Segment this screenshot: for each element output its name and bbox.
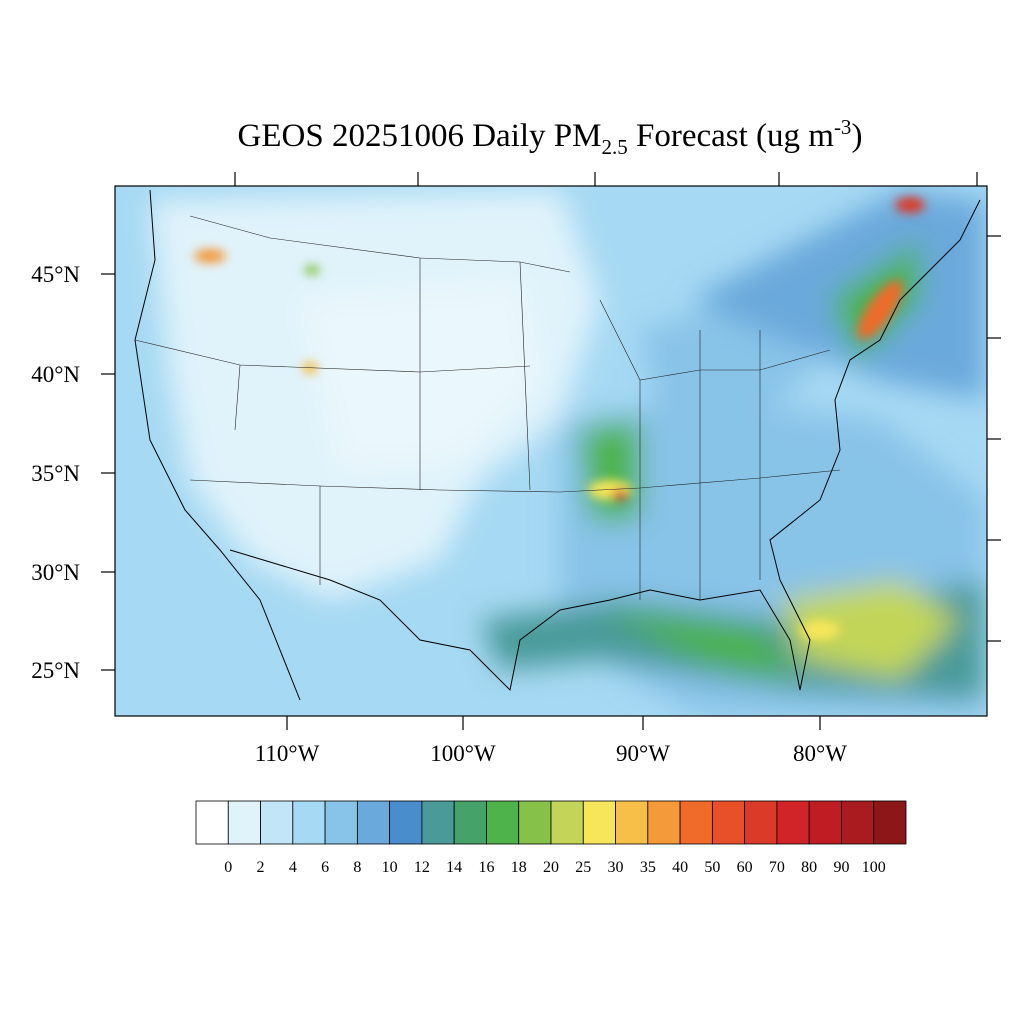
colorbar-box [808,800,842,845]
title-middle: Forecast (ug m [628,118,835,154]
colorbar-label: 25 [575,859,591,876]
colorbar-label: 12 [414,859,430,876]
colorbar-label: 30 [608,859,624,876]
title: GEOS 20251006 Daily PM2.5 Forecast (ug m… [238,115,863,159]
colorbar-label: 16 [478,859,494,876]
title-subscript: 2.5 [601,135,627,159]
colorbar-label: 14 [446,859,462,876]
colorbar-label: 90 [833,859,849,876]
colorbar-label: 70 [769,859,785,876]
lat-label: 45°N [31,262,80,287]
colorbar-box [647,800,681,845]
map [115,186,987,716]
frame-ticks [234,172,1001,642]
colorbar-label: 80 [801,859,817,876]
lon-label: 110°W [255,741,320,766]
colorbar-box [356,800,391,845]
title-main: GEOS 20251006 Daily PM [238,118,602,154]
colorbar-box [486,800,520,845]
colorbar-label: 60 [737,859,753,876]
lat-label: 35°N [31,461,80,486]
lon-label: 100°W [430,741,496,766]
lat-label: 25°N [31,658,80,683]
colorbar: 0 2 4 6 8 10 12 14 16 18 20 25 30 35 40 50 60 70 80 90 100 [195,800,907,876]
colorbar-box [841,800,875,845]
colorbar-label: 8 [353,859,361,876]
lon-label: 90°W [616,741,670,766]
colorbar-box [776,800,810,845]
colorbar-label: 10 [382,859,398,876]
title-superscript: -3 [834,115,852,139]
colorbar-box [518,800,552,845]
colorbar-label: 20 [543,859,559,876]
colorbar-box [195,800,229,845]
colorbar-box [711,800,746,845]
colorbar-label: 4 [289,859,297,876]
lat-labels: 45°N 40°N 35°N 30°N 25°N [31,262,115,683]
colorbar-box [615,800,649,845]
lon-label: 80°W [793,741,847,766]
map-frame [114,185,988,717]
colorbar-box [292,800,326,845]
colorbar-box [260,800,294,845]
colorbar-label: 2 [257,859,265,876]
colorbar-box [389,800,423,845]
colorbar-label: 50 [704,859,720,876]
colorbar-box [582,800,616,845]
colorbar-box [550,800,584,845]
colorbar-label: 35 [640,859,656,876]
colorbar-label: 18 [511,859,527,876]
colorbar-box [421,800,455,845]
lat-label: 30°N [31,560,80,585]
colorbar-label: 6 [321,859,329,876]
colorbar-box [873,800,907,845]
colorbar-box [227,800,261,845]
colorbar-label: 100 [862,859,886,876]
lon-labels: 110°W 100°W 90°W 80°W [255,716,847,766]
colorbar-box [744,800,778,845]
colorbar-box [324,800,358,845]
colorbar-label: 40 [672,859,688,876]
colorbar-box [453,800,487,845]
lat-label: 40°N [31,362,80,387]
colorbar-label: 0 [224,859,232,876]
title-end: ) [851,118,862,154]
colorbar-box [679,800,713,845]
